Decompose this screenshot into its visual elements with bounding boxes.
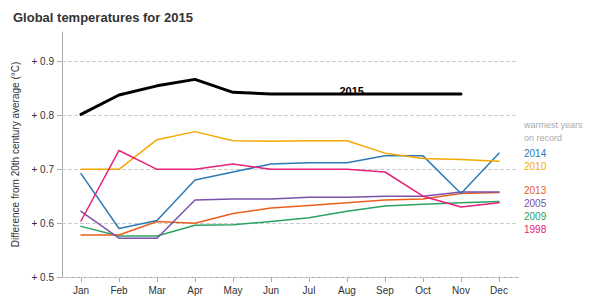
- svg-text:2005: 2005: [524, 198, 547, 209]
- svg-text:+ 0.9: + 0.9: [31, 56, 54, 67]
- svg-text:Oct: Oct: [415, 285, 431, 296]
- svg-text:+ 0.5: + 0.5: [31, 272, 54, 283]
- svg-text:Mar: Mar: [148, 285, 166, 296]
- svg-text:2010: 2010: [524, 161, 547, 172]
- svg-text:Jan: Jan: [73, 285, 89, 296]
- svg-text:2009: 2009: [524, 211, 547, 222]
- svg-text:2013: 2013: [524, 185, 547, 196]
- svg-text:2014: 2014: [524, 148, 547, 159]
- svg-text:Apr: Apr: [187, 285, 203, 296]
- svg-text:2015: 2015: [339, 85, 363, 97]
- svg-text:Nov: Nov: [452, 285, 470, 296]
- svg-text:Sep: Sep: [376, 285, 394, 296]
- svg-text:on record: on record: [524, 133, 562, 143]
- svg-text:Global temperatures for 2015: Global temperatures for 2015: [13, 10, 193, 25]
- svg-text:Aug: Aug: [338, 285, 356, 296]
- svg-text:warmest years: warmest years: [523, 120, 583, 130]
- svg-text:Difference from 20th century a: Difference from 20th century average (°C…: [10, 62, 21, 248]
- svg-text:1998: 1998: [524, 224, 547, 235]
- svg-text:Dec: Dec: [490, 285, 508, 296]
- svg-text:Feb: Feb: [110, 285, 128, 296]
- svg-text:Jul: Jul: [303, 285, 316, 296]
- svg-text:+ 0.7: + 0.7: [31, 164, 54, 175]
- svg-text:+ 0.6: + 0.6: [31, 218, 54, 229]
- svg-text:+ 0.8: + 0.8: [31, 110, 54, 121]
- svg-text:May: May: [224, 285, 243, 296]
- svg-text:Jun: Jun: [263, 285, 279, 296]
